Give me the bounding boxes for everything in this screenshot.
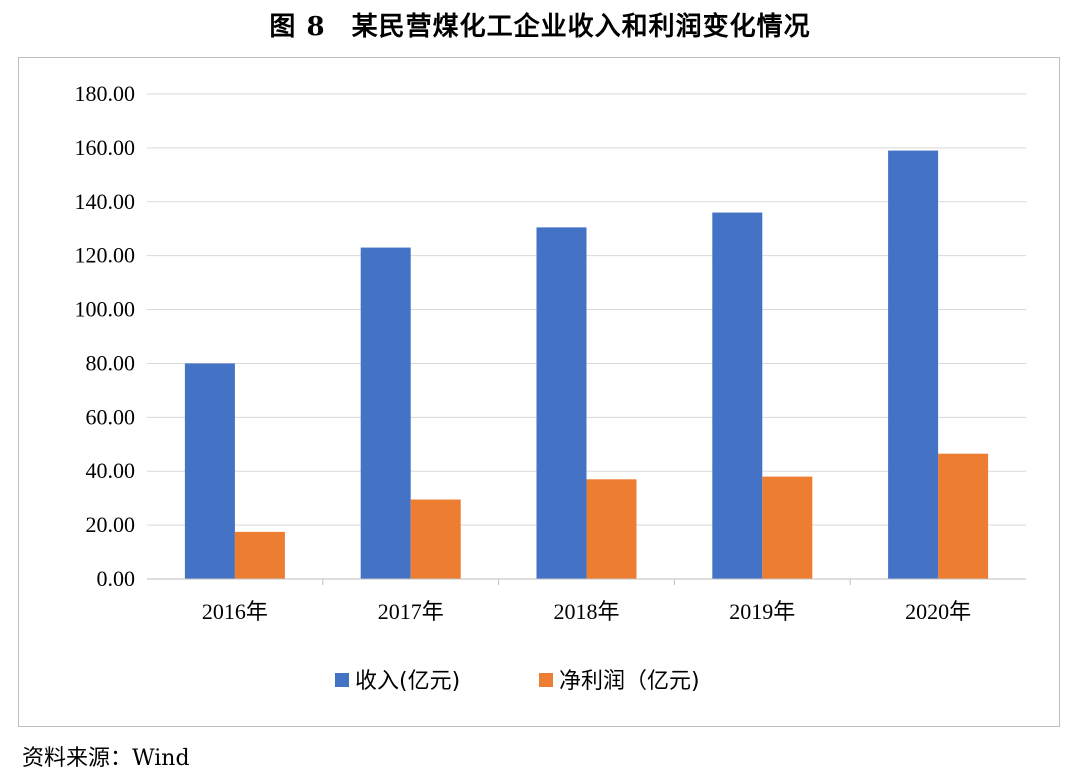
bar-revenue <box>888 150 939 579</box>
y-tick-label: 160.00 <box>75 135 136 160</box>
figure-label: 图 8 <box>269 12 326 42</box>
bars <box>184 150 989 580</box>
bar-net-profit <box>586 479 637 579</box>
bar-net-profit <box>234 531 285 579</box>
y-tick-label: 40.00 <box>86 458 136 483</box>
bar-net-profit <box>410 499 461 579</box>
y-tick-label: 180.00 <box>75 81 136 106</box>
y-tick-label: 100.00 <box>75 297 136 322</box>
source-note: 资料来源：Wind <box>22 740 190 772</box>
y-tick-label: 0.00 <box>97 566 136 591</box>
y-tick-label: 60.00 <box>86 404 136 429</box>
bar-net-profit <box>938 453 989 579</box>
x-tick-label: 2019年 <box>729 599 795 624</box>
legend: 收入(亿元) 净利润（亿元) <box>335 669 700 694</box>
bar-revenue <box>712 212 763 580</box>
y-tick-label: 120.00 <box>75 243 136 268</box>
bar-net-profit <box>762 476 813 579</box>
chart-area: 0.00 20.00 40.00 60.00 80.00 100.00 120.00 140.… <box>18 57 1060 727</box>
x-tick-label: 2016年 <box>202 599 268 624</box>
legend-label: 收入(亿元) <box>355 669 460 694</box>
x-tick-label: 2018年 <box>553 599 619 624</box>
x-tick-label: 2017年 <box>378 599 444 624</box>
figure-title-text: 某民营煤化工企业收入和利润变化情况 <box>351 12 811 42</box>
bar-revenue <box>536 227 587 579</box>
y-tick-label: 80.00 <box>86 350 136 375</box>
source-value: Wind <box>132 746 190 771</box>
x-tick-label: 2020年 <box>905 599 971 624</box>
bar-revenue <box>184 363 235 579</box>
legend-label: 净利润（亿元) <box>559 669 700 694</box>
y-tick-label: 140.00 <box>75 189 136 214</box>
y-tick-label: 20.00 <box>86 512 136 537</box>
legend-swatch <box>335 673 349 687</box>
axes: 0.00 20.00 40.00 60.00 80.00 100.00 120.00 140.… <box>75 81 1026 624</box>
legend-swatch <box>539 673 553 687</box>
figure-title: 图 8 某民营煤化工企业收入和利润变化情况 <box>0 6 1080 43</box>
bar-chart: 0.00 20.00 40.00 60.00 80.00 100.00 120.00 140.… <box>75 81 1026 694</box>
source-label: 资料来源： <box>22 746 133 771</box>
bar-revenue <box>360 247 411 580</box>
